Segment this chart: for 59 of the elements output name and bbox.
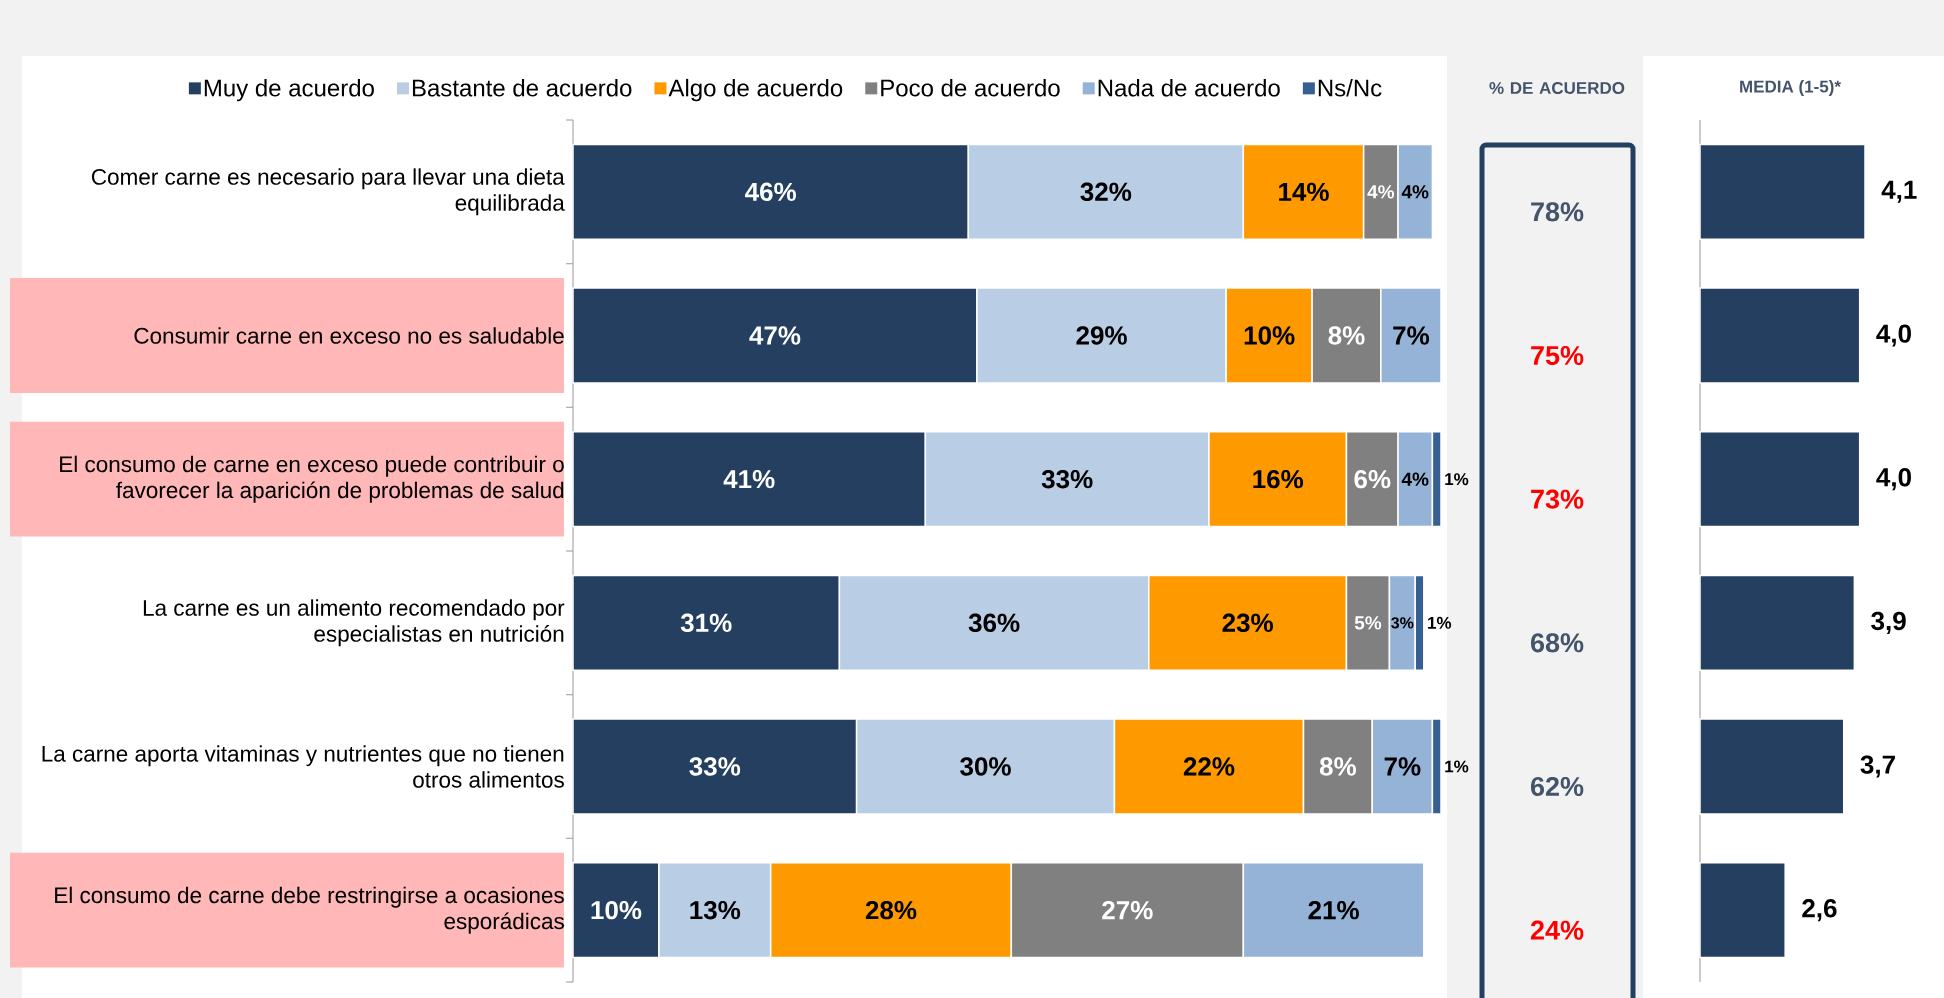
data-label: 10% [1244, 326, 1295, 345]
data-label: 3,7 [1860, 755, 1895, 778]
text: 62% [1530, 776, 1584, 797]
chart-title: MEDIA (1-5)* [1740, 80, 1841, 96]
data-label: 6% [1354, 469, 1391, 489]
text: 24% [1530, 920, 1584, 940]
data-label: 21% [1308, 900, 1359, 920]
data-label: 46% [745, 182, 796, 202]
data-label: 14% [1279, 182, 1329, 201]
text: 78% [1531, 202, 1584, 222]
data-label: 13% [690, 900, 741, 920]
data-label: 4,0 [1876, 468, 1911, 491]
y-tick-label: Consumir carne en exceso no es saludable [134, 327, 564, 344]
text: 73% [1531, 489, 1584, 509]
legend-label: Algo de acuerdo [668, 78, 843, 102]
text: % DE ACUERDO [1489, 81, 1625, 95]
data-label: 4% [1367, 185, 1395, 199]
data-label: 28% [865, 900, 917, 920]
text: 68% [1530, 633, 1584, 653]
data-label: 31% [680, 613, 732, 633]
legend-label: Muy de acuerdo [204, 78, 374, 102]
data-label: 47% [749, 326, 801, 345]
data-label: 1% [1428, 616, 1452, 629]
data-label: 32% [1080, 182, 1132, 202]
legend-label: Bastante de acuerdo [412, 78, 632, 97]
data-label: 41% [723, 470, 775, 489]
y-tick-label: El consumo de carne debe restringirse a ocasiones esporádicas [55, 886, 564, 934]
data-label: 7% [1393, 326, 1430, 345]
text: 75% [1531, 345, 1584, 366]
data-label: 4% [1401, 185, 1429, 199]
data-label: 8% [1319, 757, 1356, 776]
data-label: 3,9 [1871, 611, 1906, 634]
data-label: 36% [968, 613, 1020, 633]
data-label: 10% [591, 900, 642, 920]
data-label: 1% [1445, 760, 1469, 773]
data-label: 22% [1183, 757, 1235, 776]
y-tick-label: La carne es un alimento recomendado por especialistas en nutrición [143, 599, 565, 647]
legend-label: Ns/Nc [1318, 78, 1382, 97]
data-label: 16% [1253, 469, 1304, 489]
data-label: 29% [1076, 326, 1127, 345]
data-label: 5% [1354, 616, 1382, 630]
legend-label: Poco de acuerdo [881, 78, 1060, 97]
data-label: 4,1 [1881, 180, 1917, 203]
data-label: 8% [1328, 326, 1365, 345]
data-label: 4% [1401, 472, 1429, 486]
data-label: 4,0 [1876, 324, 1911, 347]
data-label: 3% [1391, 617, 1414, 629]
legend-label: Nada de acuerdo [1098, 78, 1280, 97]
y-tick-label: El consumo de carne en exceso puede contribuir o favorecer la aparición de problemas de salud [60, 455, 564, 503]
data-label: 2,6 [1802, 899, 1837, 922]
data-label: 33% [689, 757, 741, 776]
y-tick-label: Comer carne es necesario para llevar una dieta equilibrada [91, 168, 565, 216]
data-label: 33% [1041, 469, 1093, 489]
data-label: 27% [1102, 900, 1153, 920]
data-label: 30% [960, 757, 1011, 776]
y-tick-label: La carne aporta vitaminas y nutrientes que no tienen otros alimentos [42, 745, 564, 788]
data-label: 1% [1445, 473, 1469, 486]
data-label: 23% [1222, 613, 1273, 633]
data-label: 7% [1384, 757, 1421, 776]
